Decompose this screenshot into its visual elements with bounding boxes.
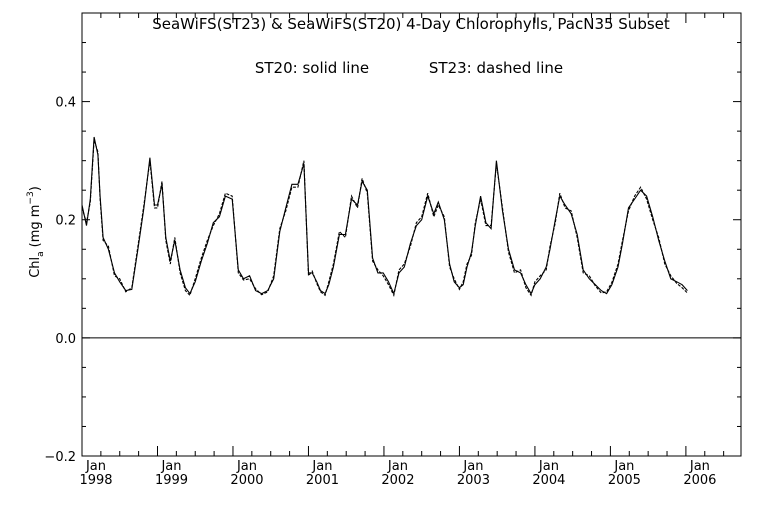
y-axis-label-sub: a <box>36 251 46 257</box>
x-tick-year: 2001 <box>306 473 339 488</box>
x-tick-month: Jan <box>160 459 181 474</box>
x-tick-year: 1998 <box>79 473 112 488</box>
x-tick-year: 2003 <box>457 473 490 488</box>
y-tick-label: 0.4 <box>55 96 76 111</box>
x-tick-month: Jan <box>613 459 634 474</box>
x-tick-month: Jan <box>85 459 106 474</box>
series-line-st23 <box>81 139 688 297</box>
y-axis-label-units-close: ) <box>28 186 43 191</box>
annotation-st20: ST20: solid line <box>255 59 369 77</box>
y-axis-ticks: 0.4 0.2 0.0 −0.2 <box>44 42 741 465</box>
chart-title: SeaWiFS(ST23) & SeaWiFS(ST20) 4-Day Chlo… <box>152 15 670 33</box>
x-tick-year: 2004 <box>532 473 565 488</box>
y-axis-label-main: Chl <box>28 257 43 278</box>
x-tick-month: Jan <box>387 459 408 474</box>
x-tick-year: 2000 <box>230 473 263 488</box>
x-tick-month: Jan <box>236 459 257 474</box>
x-axis-ticks: Jan1998Jan1999Jan2000Jan2001Jan2002Jan20… <box>79 13 725 488</box>
y-axis-label-exponent: −3 <box>26 191 36 204</box>
x-tick-month: Jan <box>538 459 559 474</box>
annotation-st23: ST23: dashed line <box>429 59 563 77</box>
x-tick-year: 2002 <box>381 473 414 488</box>
y-tick-label: 0.0 <box>55 332 76 347</box>
x-tick-month: Jan <box>462 459 483 474</box>
x-tick-month: Jan <box>689 459 710 474</box>
x-tick-year: 2005 <box>608 473 641 488</box>
plot-frame <box>81 12 742 457</box>
series-lines <box>81 136 688 297</box>
x-tick-year: 2006 <box>683 473 716 488</box>
y-axis-label-units: (mg m <box>28 205 43 248</box>
y-axis-label: Chla (mg m−3) <box>26 186 46 278</box>
y-tick-label: 0.2 <box>55 214 76 229</box>
x-tick-year: 1999 <box>155 473 188 488</box>
x-tick-month: Jan <box>311 459 332 474</box>
y-tick-label: −0.2 <box>44 450 76 465</box>
series-line-st20 <box>81 136 688 296</box>
